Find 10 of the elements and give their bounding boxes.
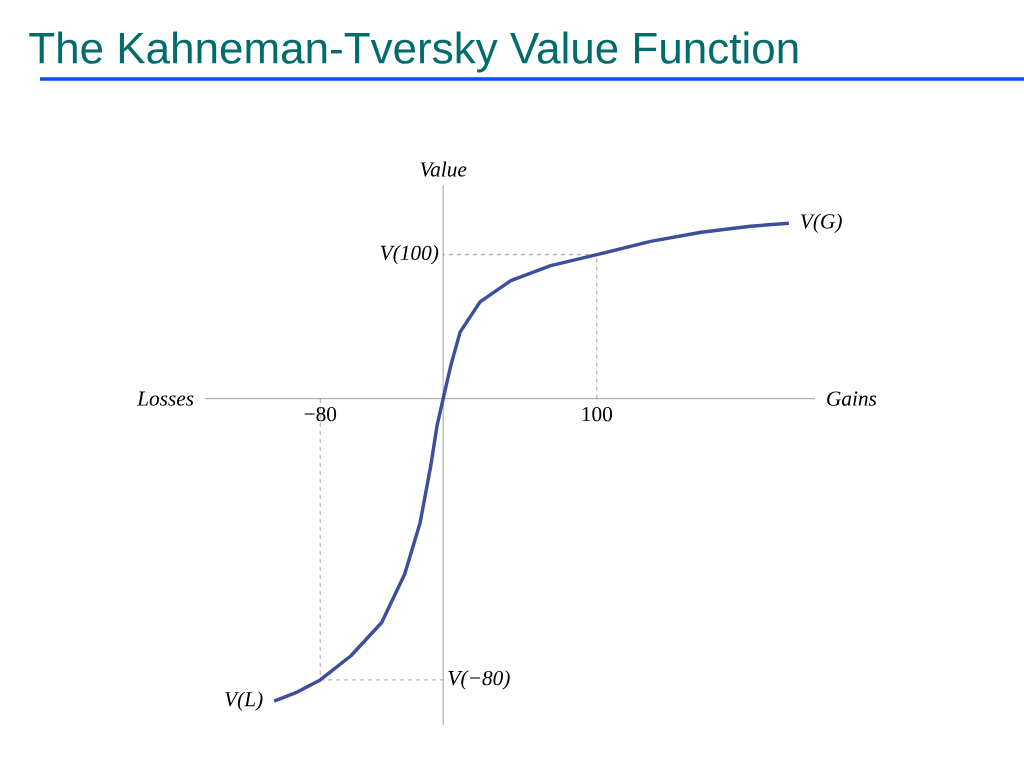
- x-tick-label: 100: [582, 406, 612, 422]
- x-axis-title: Gains: [827, 391, 877, 406]
- chart-title: The Kahneman-Tversky Value Function: [29, 31, 798, 73]
- ref-line-label: V(100): [380, 245, 439, 265]
- annotation: V(G): [800, 213, 842, 233]
- text: Losses: [136, 391, 194, 406]
- y-axis-title: Value: [420, 161, 467, 177]
- x-tick-label: −80: [304, 406, 337, 422]
- annotation: V(L): [225, 691, 263, 711]
- ref-line-label: V(−80): [448, 670, 510, 690]
